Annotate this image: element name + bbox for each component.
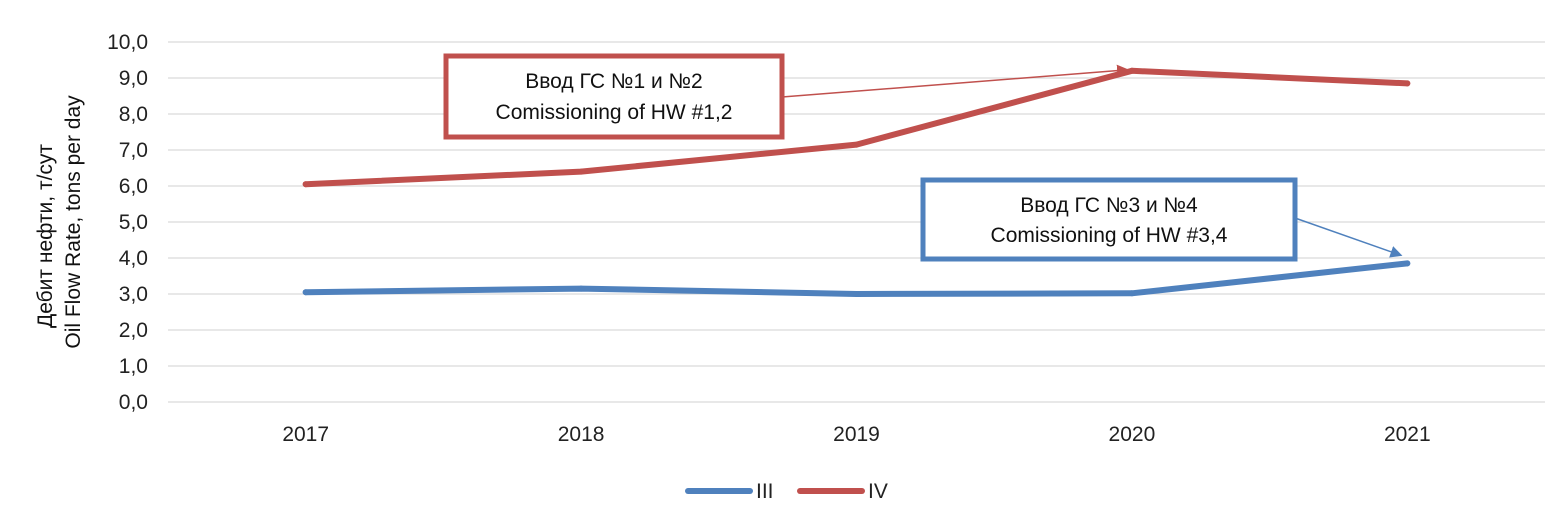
data-point <box>302 289 309 296</box>
y-axis-ticks: 0,0 1,0 2,0 3,0 4,0 5,0 6,0 7,0 8,0 9,0 10,0 <box>107 31 148 414</box>
data-point <box>853 291 860 297</box>
x-tick-label: 2018 <box>558 423 605 446</box>
x-tick-label: 2020 <box>1109 423 1156 446</box>
data-point <box>578 168 585 175</box>
annotation-red-line1: Ввод ГС №1 и №2 <box>525 70 702 93</box>
data-point <box>302 181 309 188</box>
annotation-box-blue <box>920 177 1298 262</box>
annotation-arrows <box>781 64 1403 258</box>
data-point <box>1404 80 1411 87</box>
data-point <box>1404 260 1411 267</box>
data-point <box>1128 290 1135 297</box>
y-tick-label: 6,0 <box>119 175 148 198</box>
annotation-hw-3-4: Ввод ГС №3 и №4 Comissioning of HW #3,4 <box>920 177 1298 262</box>
grid-lines <box>168 41 1545 403</box>
y-tick-label: 5,0 <box>119 211 148 234</box>
data-point <box>1128 67 1135 74</box>
annotation-hw-1-2: Ввод ГС №1 и №2 Comissioning of HW #1,2 <box>443 53 785 140</box>
annotation-arrow-red <box>781 64 1130 98</box>
y-tick-label: 9,0 <box>119 67 148 90</box>
annotation-blue-line2: Comissioning of HW #3,4 <box>991 224 1228 247</box>
legend-label-iii: III <box>756 480 774 503</box>
y-tick-label: 4,0 <box>119 247 148 270</box>
data-point <box>578 285 585 292</box>
annotation-blue-line1: Ввод ГС №3 и №4 <box>1020 194 1198 217</box>
y-tick-label: 3,0 <box>119 283 148 306</box>
x-tick-label: 2021 <box>1384 423 1431 446</box>
x-tick-label: 2017 <box>282 423 329 446</box>
series-line-iii <box>302 260 1411 297</box>
legend-label-iv: IV <box>868 480 888 503</box>
y-tick-label: 10,0 <box>107 31 148 54</box>
y-tick-label: 0,0 <box>119 391 148 414</box>
y-tick-label: 7,0 <box>119 139 148 162</box>
x-axis-ticks: 2017 2018 2019 2020 2021 <box>282 423 1430 446</box>
y-axis-label-line1: Дебит нефти, т/сут <box>34 144 57 328</box>
annotation-box-red <box>443 53 785 140</box>
annotation-arrow-blue <box>1294 217 1403 258</box>
y-tick-label: 1,0 <box>119 355 148 378</box>
annotation-red-line2: Comissioning of HW #1,2 <box>496 101 733 124</box>
x-tick-label: 2019 <box>833 423 880 446</box>
data-point <box>853 141 860 148</box>
y-tick-label: 2,0 <box>119 319 148 342</box>
series-lines <box>302 67 1411 297</box>
y-tick-label: 8,0 <box>119 103 148 126</box>
legend: III IV <box>685 480 888 503</box>
y-axis-label-line2: Oil Flow Rate, tons per day <box>62 95 85 349</box>
